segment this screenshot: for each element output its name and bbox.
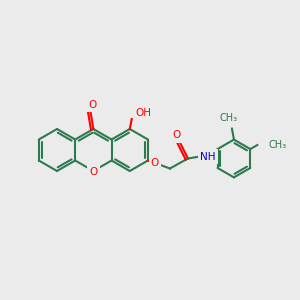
Text: CH₃: CH₃ [268,140,286,150]
Text: OH: OH [136,108,152,118]
Text: NH: NH [200,152,216,161]
Text: O: O [89,167,98,177]
Text: O: O [88,100,97,110]
Text: CH₃: CH₃ [220,112,238,123]
Text: O: O [173,130,181,140]
Text: O: O [151,158,159,169]
